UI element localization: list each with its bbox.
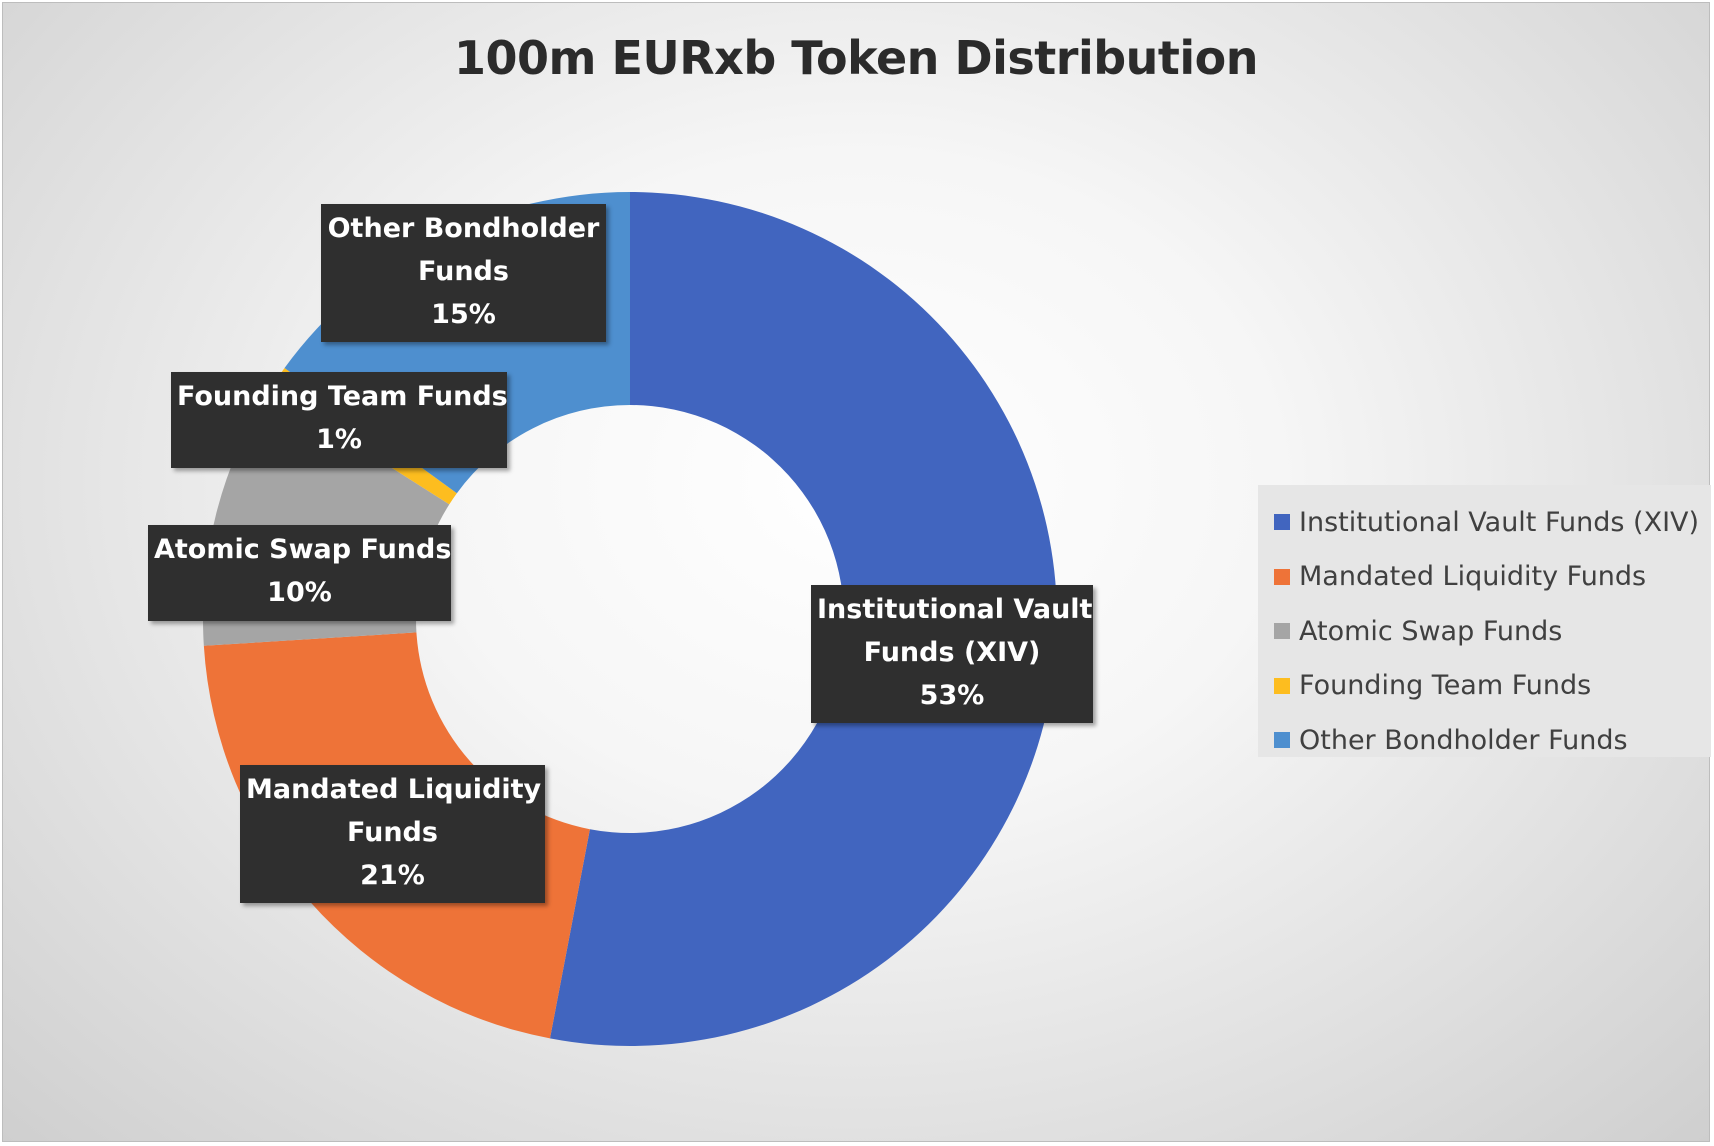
data-label-text: Mandated Liquidity	[246, 774, 542, 805]
legend-label: Atomic Swap Funds	[1299, 615, 1563, 647]
data-label-percent: 21%	[360, 860, 425, 891]
legend-swatch	[1274, 623, 1290, 640]
data-label-text: Other Bondholder	[327, 213, 600, 244]
legend-item-atomic-swap-funds: Atomic Swap Funds	[1274, 604, 1711, 659]
data-label-text: Institutional Vault	[817, 594, 1093, 625]
legend-swatch	[1274, 732, 1290, 749]
data-label-atomic-swap-funds: Atomic Swap Funds 10%	[148, 525, 451, 621]
data-label-text: Funds	[347, 817, 438, 848]
legend-label: Founding Team Funds	[1299, 670, 1592, 702]
legend-item-institutional-vault-funds-xiv: Institutional Vault Funds (XIV)	[1274, 495, 1711, 550]
data-label-text: Founding Team Funds	[177, 381, 508, 412]
data-label-text: Funds	[418, 256, 509, 287]
data-label-other-bondholder-funds: Other Bondholder Funds 15%	[321, 204, 606, 342]
chart-title: 100m EURxb Token Distribution	[453, 31, 1259, 85]
legend-label: Other Bondholder Funds	[1299, 724, 1628, 756]
legend-swatch	[1274, 677, 1290, 694]
legend-swatch	[1274, 514, 1290, 531]
data-label-percent: 10%	[267, 577, 332, 608]
data-label-percent: 15%	[431, 299, 496, 330]
data-label-founding-team-funds: Founding Team Funds 1%	[171, 372, 508, 468]
legend: Institutional Vault Funds (XIV) Mandated …	[1258, 485, 1711, 757]
legend-label: Institutional Vault Funds (XIV)	[1299, 506, 1700, 538]
data-label-percent: 53%	[919, 680, 985, 711]
data-label-institutional-vault-funds-xiv: Institutional Vault Funds (XIV) 53%	[811, 585, 1093, 723]
legend-item-founding-team-funds: Founding Team Funds	[1274, 659, 1711, 714]
legend-item-other-bondholder-funds: Other Bondholder Funds	[1274, 713, 1711, 768]
data-label-mandated-liquidity-funds: Mandated Liquidity Funds 21%	[240, 765, 545, 903]
data-label-percent: 1%	[316, 424, 362, 455]
legend-swatch	[1274, 568, 1290, 585]
legend-item-mandated-liquidity-funds: Mandated Liquidity Funds	[1274, 550, 1711, 605]
data-label-text: Atomic Swap Funds	[154, 534, 452, 565]
legend-label: Mandated Liquidity Funds	[1299, 561, 1647, 593]
slice-institutional-vault-funds-xiv	[549, 192, 1058, 1046]
data-label-text: Funds (XIV)	[863, 637, 1041, 668]
